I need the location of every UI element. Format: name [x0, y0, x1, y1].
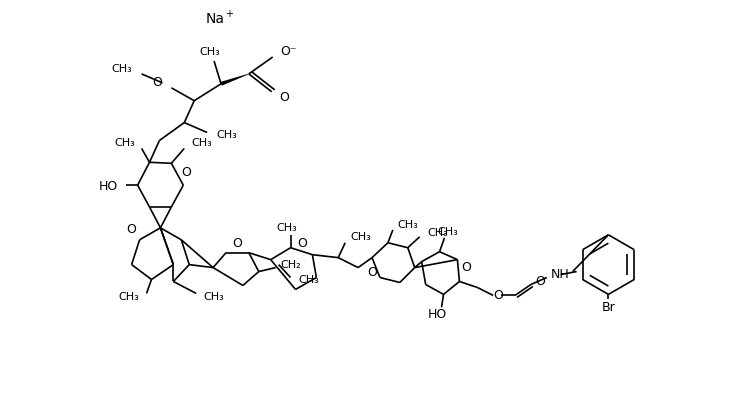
Text: CH₃: CH₃ — [111, 64, 131, 74]
Text: O: O — [462, 261, 471, 274]
Text: CH₂: CH₂ — [280, 260, 301, 270]
Text: HO: HO — [428, 308, 447, 321]
Text: CH₃: CH₃ — [200, 47, 221, 57]
Text: O: O — [152, 76, 163, 89]
Text: O⁻: O⁻ — [280, 45, 297, 57]
Polygon shape — [220, 74, 249, 86]
Text: NH: NH — [551, 268, 569, 281]
Text: CH₃: CH₃ — [427, 228, 448, 238]
Text: O: O — [280, 91, 289, 104]
Text: +: + — [225, 9, 233, 19]
Text: O: O — [493, 289, 503, 302]
Text: CH₃: CH₃ — [398, 220, 419, 230]
Text: O: O — [535, 275, 545, 288]
Text: O: O — [367, 266, 377, 279]
Text: O: O — [181, 166, 191, 179]
Text: O: O — [232, 237, 242, 250]
Text: CH₃: CH₃ — [115, 138, 136, 148]
Text: CH₃: CH₃ — [191, 138, 212, 148]
Text: CH₃: CH₃ — [203, 292, 224, 302]
Text: CH₃: CH₃ — [350, 232, 371, 242]
Text: CH₃: CH₃ — [437, 227, 458, 237]
Text: O: O — [127, 223, 137, 236]
Text: Na: Na — [205, 12, 224, 26]
Text: CH₃: CH₃ — [298, 275, 319, 285]
Text: CH₃: CH₃ — [276, 223, 297, 233]
Text: O: O — [298, 237, 307, 250]
Text: CH₃: CH₃ — [119, 292, 140, 302]
Text: Br: Br — [601, 301, 615, 314]
Text: CH₃: CH₃ — [216, 131, 236, 140]
Text: HO: HO — [98, 180, 118, 192]
